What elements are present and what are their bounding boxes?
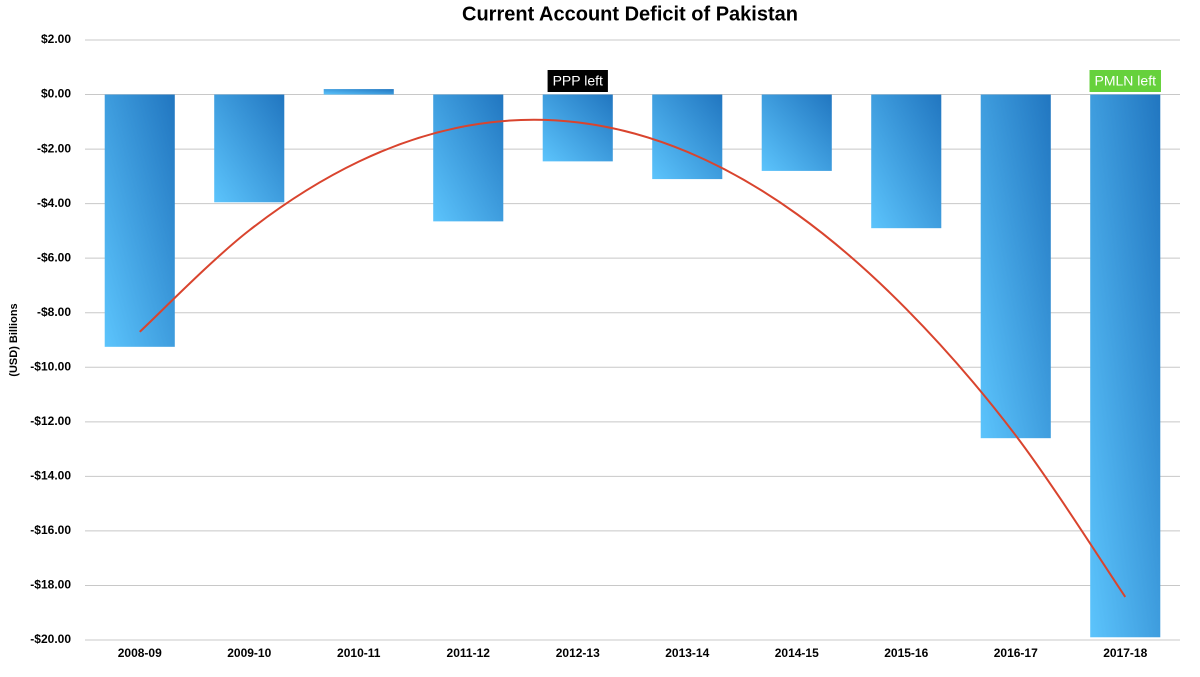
y-tick-label: -$6.00 <box>37 250 71 264</box>
bar <box>323 89 394 95</box>
y-tick-label: -$8.00 <box>37 305 71 319</box>
chart-title: Current Account Deficit of Pakistan <box>462 3 798 25</box>
bar <box>1090 94 1161 638</box>
x-tick-label: 2016-17 <box>994 646 1038 660</box>
y-tick-label: -$18.00 <box>30 578 71 592</box>
y-tick-label: -$4.00 <box>37 196 71 210</box>
y-tick-label: -$16.00 <box>30 523 71 537</box>
y-tick-label: -$10.00 <box>30 359 71 373</box>
annotation-text: PMLN left <box>1095 73 1157 89</box>
y-tick-label: -$2.00 <box>37 141 71 155</box>
bar <box>214 94 285 203</box>
annotation: PMLN left <box>1089 70 1161 92</box>
trend-line <box>139 118 1127 598</box>
bar <box>542 94 613 162</box>
bar <box>433 94 504 222</box>
x-tick-label: 2013-14 <box>665 646 709 660</box>
y-tick-label: -$20.00 <box>30 632 71 646</box>
x-tick-label: 2010-11 <box>337 646 381 660</box>
y-tick-label: -$14.00 <box>30 469 71 483</box>
bar <box>104 94 175 347</box>
y-axis-label: (USD) Billions <box>8 303 20 376</box>
y-tick-label: $2.00 <box>41 32 71 46</box>
annotation: PPP left <box>547 70 608 92</box>
x-tick-label: 2011-12 <box>447 646 491 660</box>
bar <box>871 94 942 229</box>
bar <box>652 94 723 180</box>
bar <box>980 94 1051 439</box>
x-tick-label: 2008-09 <box>118 646 162 660</box>
x-tick-label: 2009-10 <box>227 646 271 660</box>
y-tick-label: -$12.00 <box>30 414 71 428</box>
y-tick-label: $0.00 <box>41 87 71 101</box>
x-tick-label: 2015-16 <box>884 646 928 660</box>
annotation-box <box>1089 70 1161 92</box>
annotation-box <box>547 70 608 92</box>
x-tick-label: 2012-13 <box>556 646 600 660</box>
x-tick-label: 2014-15 <box>775 646 819 660</box>
bar <box>761 94 832 171</box>
annotation-text: PPP left <box>553 73 603 89</box>
x-tick-label: 2017-18 <box>1103 646 1147 660</box>
